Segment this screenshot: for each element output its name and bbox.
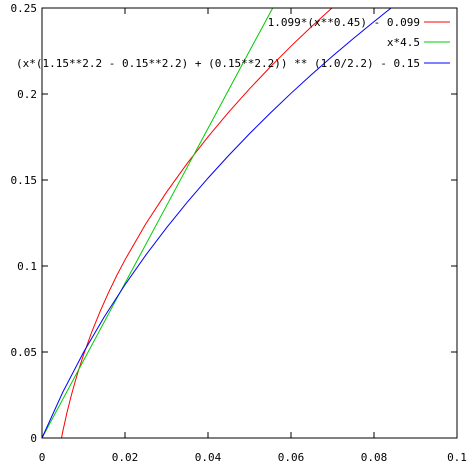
series-line-2 [42, 8, 392, 438]
legend-label: (x*(1.15**2.2 - 0.15**2.2) + (0.15**2.2)… [16, 57, 420, 70]
plot-frame [41, 7, 458, 439]
y-axis: 0 0.05 0.1 0.15 0.2 0.25 [11, 2, 457, 445]
x-tick-label: 0.06 [278, 451, 305, 464]
x-tick-label: 0.02 [112, 451, 139, 464]
legend: 1.099*(x**0.45) - 0.099 x*4.5 (x*(1.15**2.… [16, 16, 450, 70]
series-line-0 [61, 8, 333, 438]
series-layer [42, 8, 392, 438]
series-line-1 [42, 8, 274, 438]
x-tick-label: 0.1 [447, 451, 467, 464]
x-axis: 0 0.02 0.04 0.06 0.08 0.1 [39, 8, 467, 464]
y-tick-label: 0.15 [11, 174, 38, 187]
y-tick-label: 0.05 [11, 346, 38, 359]
legend-label: 1.099*(x**0.45) - 0.099 [268, 16, 420, 29]
y-tick-label: 0.1 [17, 260, 37, 273]
x-tick-label: 0.08 [361, 451, 388, 464]
y-tick-label: 0.25 [11, 2, 38, 15]
legend-label: x*4.5 [387, 36, 420, 49]
x-tick-label: 0.04 [195, 451, 222, 464]
y-tick-label: 0.2 [17, 88, 37, 101]
y-tick-label: 0 [30, 432, 37, 445]
x-tick-label: 0 [39, 451, 46, 464]
